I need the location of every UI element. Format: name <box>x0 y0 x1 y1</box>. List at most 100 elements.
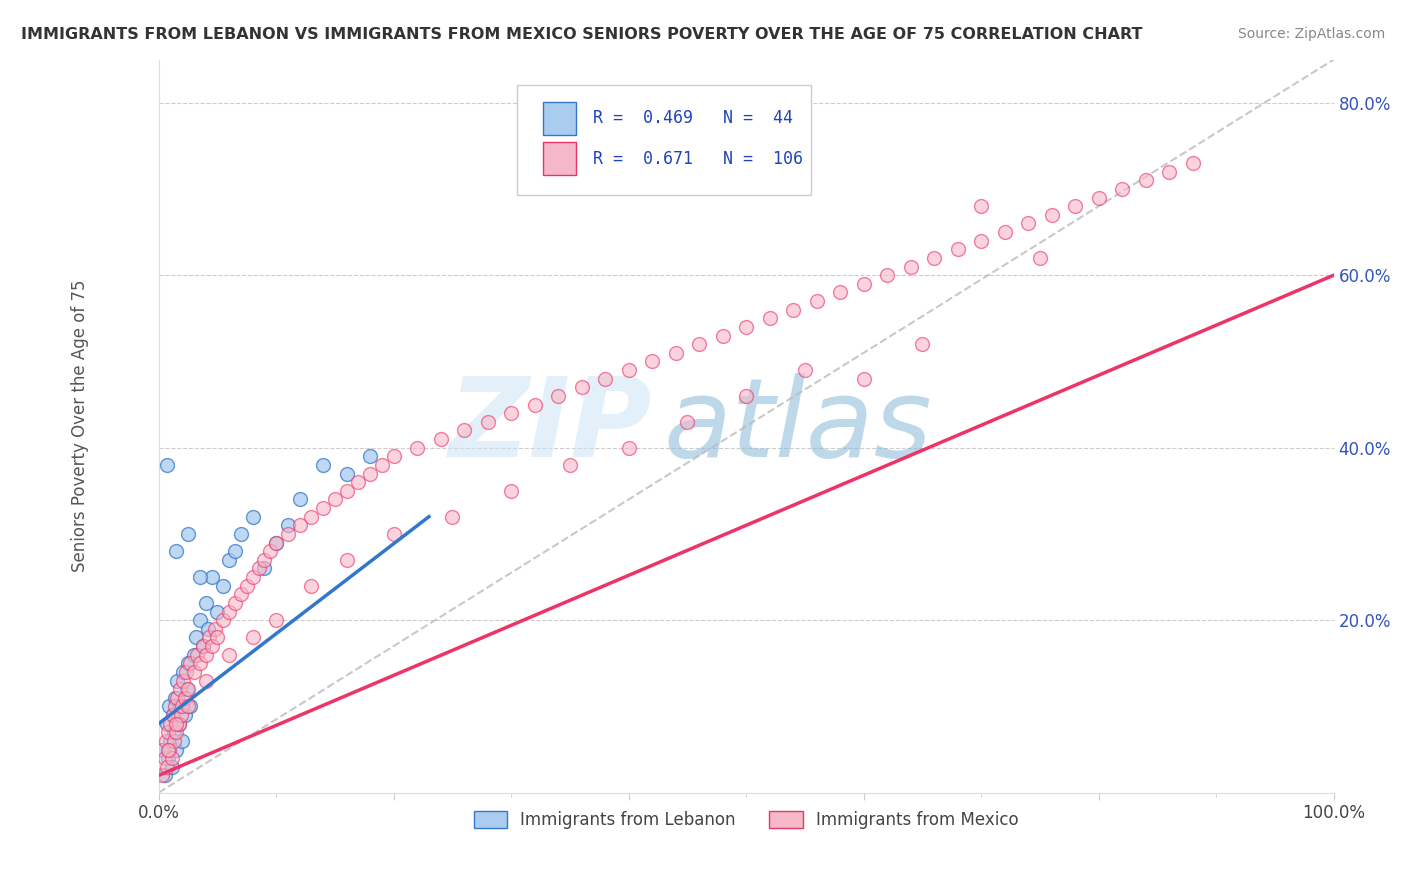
Point <box>259 544 281 558</box>
Point <box>172 699 194 714</box>
Point <box>160 751 183 765</box>
Point <box>224 596 246 610</box>
Point <box>617 363 640 377</box>
Point <box>299 579 322 593</box>
Point <box>157 742 180 756</box>
Point <box>299 509 322 524</box>
Point <box>162 708 184 723</box>
Point <box>253 561 276 575</box>
Point <box>183 648 205 662</box>
Point <box>150 768 173 782</box>
Text: R =  0.671   N =  106: R = 0.671 N = 106 <box>593 150 803 168</box>
Point <box>371 458 394 472</box>
Point <box>157 742 180 756</box>
Point <box>277 518 299 533</box>
Point <box>157 725 180 739</box>
Point <box>179 657 201 671</box>
FancyBboxPatch shape <box>543 142 576 175</box>
Point <box>970 234 993 248</box>
Point <box>212 613 235 627</box>
Text: atlas: atlas <box>664 373 932 480</box>
Text: R =  0.469   N =  44: R = 0.469 N = 44 <box>593 109 793 128</box>
Point <box>665 346 688 360</box>
Text: Source: ZipAtlas.com: Source: ZipAtlas.com <box>1237 27 1385 41</box>
Point <box>159 734 181 748</box>
Point <box>1159 165 1181 179</box>
Point <box>312 458 335 472</box>
Point <box>224 544 246 558</box>
Point <box>1029 251 1052 265</box>
Point <box>406 441 429 455</box>
Point <box>1017 217 1039 231</box>
Point <box>166 690 188 705</box>
Point <box>1135 173 1157 187</box>
Point <box>236 579 259 593</box>
Y-axis label: Seniors Poverty Over the Age of 75: Seniors Poverty Over the Age of 75 <box>72 280 89 573</box>
Point <box>1181 156 1204 170</box>
Text: ZIP: ZIP <box>449 373 652 480</box>
Point <box>830 285 852 300</box>
Point <box>194 673 217 688</box>
Point <box>922 251 945 265</box>
Point <box>852 372 875 386</box>
Point <box>179 699 201 714</box>
Point <box>242 509 264 524</box>
Point <box>571 380 593 394</box>
Point <box>193 639 215 653</box>
Point <box>641 354 664 368</box>
Point <box>676 415 699 429</box>
Point <box>165 690 187 705</box>
Point <box>188 570 211 584</box>
Point <box>970 199 993 213</box>
Point <box>167 716 190 731</box>
Point <box>172 665 194 679</box>
Point <box>194 596 217 610</box>
Point <box>162 708 184 723</box>
Point <box>153 768 176 782</box>
Point <box>183 665 205 679</box>
Point <box>218 605 240 619</box>
Point <box>188 657 211 671</box>
Point <box>1087 191 1109 205</box>
Point <box>735 320 758 334</box>
Point <box>735 389 758 403</box>
Point <box>207 631 229 645</box>
Point <box>172 734 194 748</box>
Point <box>288 518 311 533</box>
Point <box>793 363 815 377</box>
Point <box>165 716 187 731</box>
Point <box>157 699 180 714</box>
Point <box>193 639 215 653</box>
Point <box>336 483 359 498</box>
Point <box>264 613 287 627</box>
Point <box>186 631 208 645</box>
Point <box>347 475 370 490</box>
Point <box>218 648 240 662</box>
Point <box>156 716 179 731</box>
Point <box>150 742 173 756</box>
Point <box>169 682 191 697</box>
Point <box>177 682 200 697</box>
Point <box>247 561 270 575</box>
Point <box>758 311 780 326</box>
Point <box>359 450 381 464</box>
Point <box>994 225 1017 239</box>
Point <box>593 372 616 386</box>
Point <box>323 492 346 507</box>
Point <box>163 734 186 748</box>
Point <box>242 631 264 645</box>
Point <box>155 734 177 748</box>
Point <box>453 424 475 438</box>
Point <box>170 708 193 723</box>
Point <box>163 725 186 739</box>
Point <box>501 483 523 498</box>
Point <box>264 535 287 549</box>
Point <box>169 699 191 714</box>
Point <box>911 337 934 351</box>
Point <box>312 501 335 516</box>
Point <box>523 398 546 412</box>
Legend: Immigrants from Lebanon, Immigrants from Mexico: Immigrants from Lebanon, Immigrants from… <box>467 804 1025 836</box>
Point <box>336 467 359 481</box>
Point <box>1040 208 1063 222</box>
Point <box>477 415 499 429</box>
